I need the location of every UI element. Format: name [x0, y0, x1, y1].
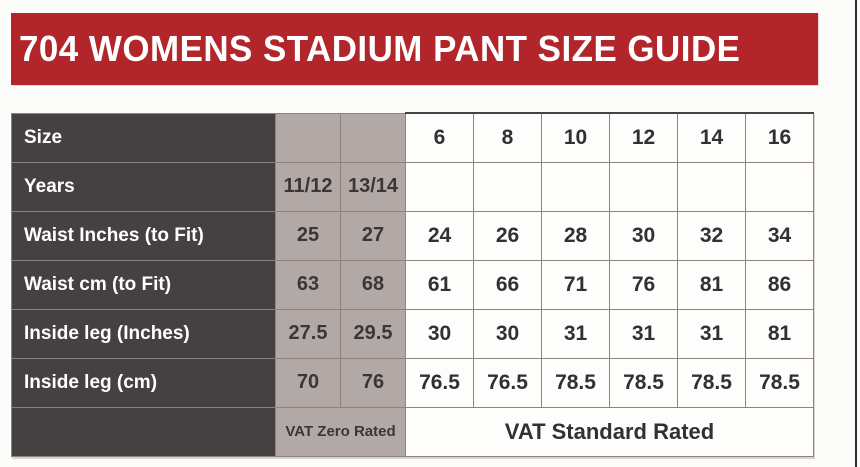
table-row-inside-leg-inches: Inside leg (Inches) 27.5 29.5 30 30 31 3…	[11, 308, 814, 359]
inside-leg-inches-cell: 81	[745, 308, 814, 359]
years-empty-cell	[745, 161, 814, 212]
row-label-size: Size	[11, 112, 276, 163]
inside-leg-inches-cell: 31	[541, 308, 610, 359]
table-row-waist-cm: Waist cm (to Fit) 63 68 61 66 71 76 81 8…	[11, 259, 814, 310]
years-empty-cell	[609, 161, 678, 212]
table-row-size: Size 6 8 10 12 14 16	[11, 112, 814, 163]
size-value-cell: 8	[473, 112, 542, 163]
inside-leg-cm-cell: 76	[340, 357, 406, 408]
waist-inches-cell: 28	[541, 210, 610, 261]
years-empty-cell	[405, 161, 474, 212]
waist-cm-cell: 71	[541, 259, 610, 310]
size-years-cell	[275, 112, 341, 163]
size-value-cell: 10	[541, 112, 610, 163]
title-banner: 704 WOMENS STADIUM PANT SIZE GUIDE	[11, 13, 818, 85]
waist-cm-cell: 68	[340, 259, 406, 310]
inside-leg-cm-cell: 78.5	[541, 357, 610, 408]
waist-inches-cell: 30	[609, 210, 678, 261]
inside-leg-cm-cell: 76.5	[405, 357, 474, 408]
size-value-cell: 16	[745, 112, 814, 163]
right-border-rule	[855, 0, 857, 467]
years-empty-cell	[541, 161, 610, 212]
row-label-inside-leg-inches: Inside leg (Inches)	[11, 308, 276, 359]
table-row-vat: VAT Zero Rated VAT Standard Rated	[11, 406, 814, 457]
inside-leg-inches-cell: 31	[677, 308, 746, 359]
waist-cm-cell: 81	[677, 259, 746, 310]
vat-zero-rated-cell: VAT Zero Rated	[275, 406, 406, 457]
waist-inches-cell: 26	[473, 210, 542, 261]
inside-leg-cm-cell: 70	[275, 357, 341, 408]
inside-leg-inches-cell: 30	[405, 308, 474, 359]
waist-cm-cell: 61	[405, 259, 474, 310]
waist-inches-cell: 34	[745, 210, 814, 261]
waist-cm-cell: 63	[275, 259, 341, 310]
years-value-cell: 13/14	[340, 161, 406, 212]
size-value-cell: 12	[609, 112, 678, 163]
inside-leg-cm-cell: 76.5	[473, 357, 542, 408]
waist-inches-cell: 25	[275, 210, 341, 261]
table-row-waist-inches: Waist Inches (to Fit) 25 27 24 26 28 30 …	[11, 210, 814, 261]
years-value-cell: 11/12	[275, 161, 341, 212]
size-years-cell	[340, 112, 406, 163]
row-label-inside-leg-cm: Inside leg (cm)	[11, 357, 276, 408]
years-empty-cell	[473, 161, 542, 212]
row-label-years: Years	[11, 161, 276, 212]
inside-leg-inches-cell: 30	[473, 308, 542, 359]
table-row-years: Years 11/12 13/14	[11, 161, 814, 212]
waist-inches-cell: 24	[405, 210, 474, 261]
inside-leg-inches-cell: 29.5	[340, 308, 406, 359]
inside-leg-inches-cell: 31	[609, 308, 678, 359]
inside-leg-cm-cell: 78.5	[677, 357, 746, 408]
row-label-waist-inches: Waist Inches (to Fit)	[11, 210, 276, 261]
page-title: 704 WOMENS STADIUM PANT SIZE GUIDE	[19, 28, 741, 69]
waist-cm-cell: 86	[745, 259, 814, 310]
waist-cm-cell: 76	[609, 259, 678, 310]
row-label-waist-cm: Waist cm (to Fit)	[11, 259, 276, 310]
waist-inches-cell: 32	[677, 210, 746, 261]
inside-leg-cm-cell: 78.5	[609, 357, 678, 408]
table-row-inside-leg-cm: Inside leg (cm) 70 76 76.5 76.5 78.5 78.…	[11, 357, 814, 408]
inside-leg-inches-cell: 27.5	[275, 308, 341, 359]
vat-row-label-cell	[11, 406, 276, 457]
waist-cm-cell: 66	[473, 259, 542, 310]
vat-standard-rated-cell: VAT Standard Rated	[405, 406, 814, 457]
size-guide-table: Size 6 8 10 12 14 16 Years 11/12 13/14	[11, 112, 814, 457]
size-value-cell: 14	[677, 112, 746, 163]
years-empty-cell	[677, 161, 746, 212]
waist-inches-cell: 27	[340, 210, 406, 261]
size-value-cell: 6	[405, 112, 474, 163]
inside-leg-cm-cell: 78.5	[745, 357, 814, 408]
